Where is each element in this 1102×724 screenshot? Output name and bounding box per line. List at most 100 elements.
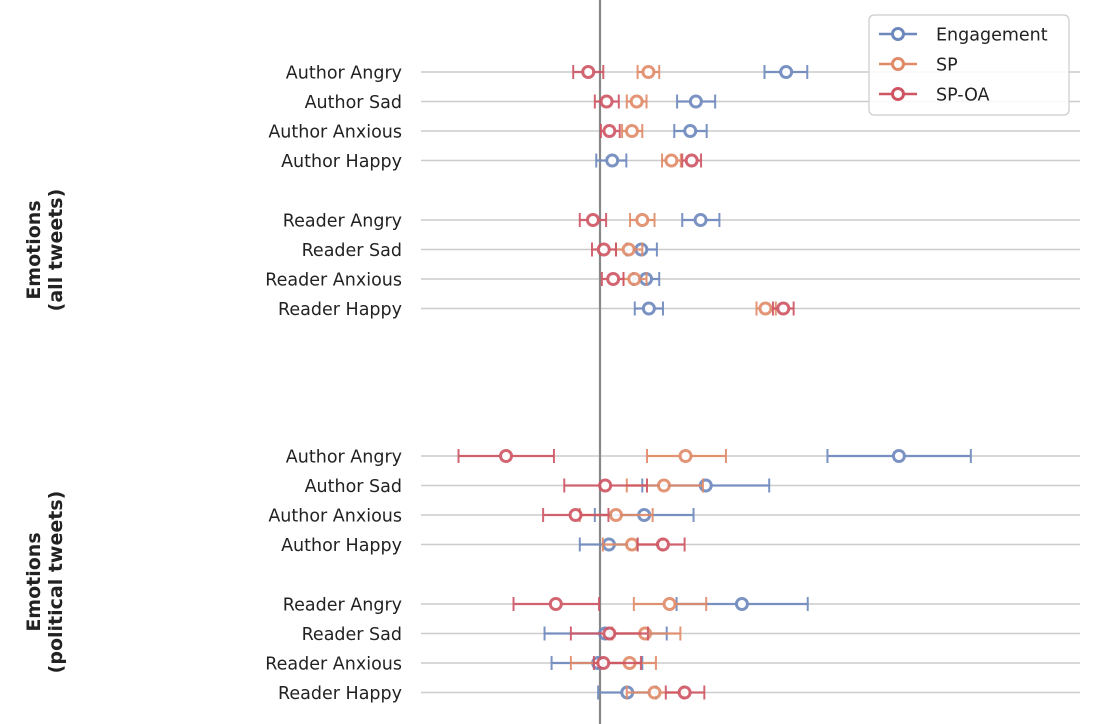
data-point-engagement [688, 94, 703, 109]
row-label: Reader Sad [302, 241, 402, 261]
data-point-sp [624, 537, 639, 552]
data-point-sp [629, 94, 644, 109]
data-point-engagement [605, 153, 620, 168]
data-point-sp [758, 301, 773, 316]
data-point-sp [656, 478, 671, 493]
data-point-sp-oa [585, 213, 600, 227]
errorbar-engagement [763, 65, 809, 79]
legend-marker [891, 57, 905, 71]
row-label: Author Anxious [268, 507, 402, 527]
row-label: Reader Anxious [265, 271, 402, 291]
data-point-sp [627, 272, 642, 286]
data-point-sp-oa [655, 537, 670, 552]
data-point-sp-oa [499, 449, 513, 463]
errorbar-sp [621, 124, 644, 138]
errorbar-sp [629, 213, 656, 227]
data-point-sp-oa [598, 478, 613, 493]
errorbar-sp-oa [664, 685, 706, 700]
legend-item-sp-oa: SP-OA [879, 86, 990, 106]
row-label: Reader Angry [283, 596, 402, 616]
data-point-sp [647, 685, 662, 700]
errorbar-sp-oa [636, 537, 686, 552]
row-label: Reader Sad [302, 625, 402, 645]
data-point-sp-oa [677, 685, 692, 700]
row-label: Reader Anxious [265, 655, 402, 675]
gridlines [421, 71, 1080, 694]
legend-label: SP [936, 56, 958, 76]
legend-item-engagement: Engagement [879, 26, 1048, 46]
errorbar-sp [646, 449, 727, 463]
legend-marker [891, 87, 905, 101]
errorbar-sp-oa [591, 242, 617, 257]
data-point-engagement [641, 301, 656, 316]
data-point-engagement [693, 213, 708, 227]
errorbar-engagement [595, 153, 628, 168]
data-point-engagement [779, 65, 794, 79]
errorbar-sp [636, 65, 661, 79]
row-label: Reader Angry [283, 212, 402, 232]
errorbar-sp-oa [600, 272, 625, 286]
data-point-sp-oa [606, 272, 621, 286]
row-label: Author Angry [286, 64, 402, 84]
data-point-sp [664, 153, 679, 168]
data-point-sp-oa [568, 508, 583, 522]
row-label: Reader Happy [278, 684, 402, 704]
errorbar-sp [625, 94, 648, 109]
data-point-sp-oa [596, 656, 611, 670]
errorbar-sp-oa [771, 301, 795, 316]
row-label: Author Sad [305, 477, 402, 497]
legend-label: SP-OA [936, 86, 990, 106]
group-label-line-2: (political tweets) [45, 490, 67, 674]
data-point-sp [608, 508, 623, 522]
group-label-line-2: (all tweets) [45, 188, 67, 312]
row-label: Author Sad [305, 93, 402, 113]
legend-marker [891, 27, 905, 41]
row-label: Author Happy [281, 152, 402, 172]
data-point-sp-oa [581, 65, 596, 79]
group-label-political-tweets: Emotions (political tweets) [23, 452, 67, 712]
data-point-engagement [683, 124, 698, 138]
data-point-engagement [891, 449, 906, 463]
data-point-sp-oa [602, 124, 617, 138]
data-point-sp [635, 213, 650, 227]
errorbar-sp-oa [457, 449, 555, 463]
data-point-sp-oa [548, 597, 563, 611]
group-label-line-1: Emotions [23, 200, 45, 300]
data-marks [457, 65, 972, 700]
errorbar-engagement [826, 449, 972, 463]
errorbar-engagement [673, 124, 708, 138]
row-labels: Author Angry Author Sad Author Anxious Auth… [265, 64, 402, 705]
errorbar-engagement [633, 301, 664, 316]
data-point-sp-oa [776, 301, 791, 316]
data-point-sp [678, 449, 693, 463]
errorbar-sp [661, 153, 682, 168]
row-label: Author Happy [281, 536, 402, 556]
errorbar-sp-oa [681, 153, 703, 168]
row-label: Reader Happy [278, 300, 402, 320]
errorbar-sp-oa [512, 597, 601, 611]
data-point-sp [621, 242, 636, 257]
errorbar-sp-oa [592, 656, 642, 670]
errorbar-sp-oa [569, 626, 649, 641]
errorbar-sp-oa [593, 94, 620, 109]
group-label-line-1: Emotions [23, 532, 45, 632]
data-point-sp-oa [599, 94, 614, 109]
data-point-sp [662, 597, 677, 611]
legend-item-sp: SP [879, 56, 958, 76]
data-point-sp-oa [596, 242, 611, 257]
errorbar-sp [632, 597, 708, 611]
data-point-sp [624, 124, 639, 138]
errorbar-sp [614, 242, 644, 257]
errorbar-engagement [681, 213, 721, 227]
errorbar-sp-oa [563, 478, 648, 493]
errorbar-sp-oa [542, 508, 610, 522]
legend: Engagement SP SP-OA [868, 14, 1070, 116]
data-point-sp [641, 65, 656, 79]
row-label: Author Angry [286, 448, 402, 468]
errorbar-sp-oa [578, 213, 608, 227]
legend-label: Engagement [936, 26, 1048, 46]
legend-box [868, 14, 1070, 116]
errorbar-sp-oa [599, 124, 621, 138]
group-label-all-tweets: Emotions (all tweets) [23, 120, 67, 380]
